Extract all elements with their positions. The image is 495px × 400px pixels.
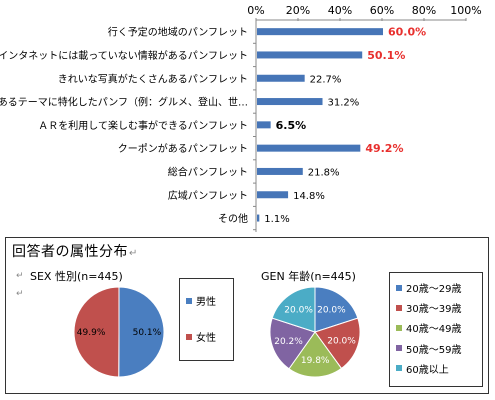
legend-item: 男性	[186, 293, 216, 308]
category-label: 行く予定の地域のパンフレット	[108, 26, 248, 39]
legend-swatch	[186, 333, 192, 340]
category-label: あるテーマに特化したパンフ（例：グルメ、登山、世…	[0, 96, 248, 109]
legend-label: 50歳～59歳	[406, 344, 462, 356]
return-mark: ↵	[129, 248, 138, 259]
category-label: 広域パンフレット	[168, 189, 248, 202]
pie-slice	[271, 286, 316, 333]
side-mark-2: ↵	[16, 289, 24, 299]
bar	[257, 214, 260, 222]
x-tick-label: 80%	[412, 4, 436, 17]
bar	[257, 51, 363, 59]
category-label: ＡＲを利用して楽しむ事ができるパンフレット	[38, 119, 248, 132]
legend-item: 30歳～39歳	[396, 300, 461, 315]
legend-item: 50歳～59歳	[396, 341, 461, 356]
data-label: 14.8%	[293, 191, 325, 202]
x-tick-label: 0%	[247, 4, 264, 17]
x-tick-label: 100%	[450, 4, 481, 17]
x-tick-label: 40%	[328, 4, 352, 17]
bar	[257, 144, 361, 152]
gen-pie-title: GEN 年齢(n=445)	[261, 270, 356, 283]
pie-data-label: 20.2%	[274, 337, 303, 347]
legend-swatch	[186, 297, 192, 304]
legend-label: 60歳以上	[406, 364, 449, 376]
bar	[257, 191, 289, 199]
bar	[257, 167, 303, 175]
pie-slice	[288, 331, 343, 378]
pie-data-label: 20.0%	[327, 337, 356, 347]
bar	[257, 74, 305, 82]
legend-swatch	[396, 324, 402, 331]
pie-slice	[314, 317, 361, 370]
pie-data-label: 50.1%	[133, 328, 162, 338]
category-label: その他	[218, 212, 248, 225]
category-label: インタネットには載っていない情報があるパンフレット	[0, 49, 248, 62]
legend-label: 30歳～39歳	[406, 304, 462, 316]
data-label: 21.8%	[308, 167, 340, 178]
legend-item: 20歳～29歳	[396, 280, 461, 295]
data-label: 49.2%	[365, 142, 403, 155]
panel-title: 回答者の属性分布↵	[12, 241, 138, 261]
bar-chart: 0% 20% 40% 60% 80% 100% 行く予定の地域のパンフレット 60.0% インタ…	[0, 4, 482, 232]
data-label: 31.2%	[328, 98, 360, 109]
pie-slice	[118, 286, 165, 378]
legend-swatch	[396, 345, 402, 352]
x-tick-label: 60%	[370, 4, 394, 17]
data-label: 22.7%	[310, 74, 342, 85]
data-label: 60.0%	[388, 26, 426, 39]
sex-legend: 男性 女性	[179, 278, 234, 361]
category-label: きれいな写真がたくさんあるパンフレット	[58, 72, 248, 85]
x-tick-label: 20%	[286, 4, 310, 17]
category-label: 総合パンフレット	[168, 165, 248, 178]
legend-label: 40歳～49歳	[406, 324, 462, 336]
panel-title-text: 回答者の属性分布	[12, 244, 128, 260]
pie-slice	[269, 317, 316, 370]
bar	[257, 121, 271, 129]
legend-item: 60歳以上	[396, 361, 449, 376]
pie-slice	[73, 286, 120, 378]
pie-data-label: 20.0%	[317, 305, 346, 315]
data-label: 6.5%	[276, 119, 307, 132]
bar	[257, 28, 383, 36]
legend-item: 40歳～49歳	[396, 320, 461, 335]
pie-data-label: 20.0%	[284, 305, 313, 315]
legend-item: 女性	[186, 329, 216, 344]
pie-slice	[314, 286, 359, 333]
side-mark-1: ↵	[16, 271, 24, 281]
legend-label: 男性	[196, 297, 216, 308]
sex-pie-chart: 50.1% 49.9%	[73, 286, 165, 378]
bar	[257, 98, 323, 106]
legend-swatch	[396, 365, 402, 372]
pie-data-label: 19.8%	[301, 356, 330, 366]
legend-label: 20歳～29歳	[406, 284, 462, 295]
gen-legend: 20歳～29歳 30歳～39歳 40歳～49歳 50歳～59歳 60歳以上	[389, 272, 483, 387]
attribute-panel: 回答者の属性分布↵ ↵ ↵ SEX 性別(n=445) GEN 年齢(n=445…	[5, 237, 489, 394]
legend-swatch	[396, 284, 402, 291]
data-label: 1.1%	[264, 214, 289, 225]
legend-swatch	[396, 304, 402, 311]
legend-label: 女性	[196, 333, 216, 344]
data-label: 50.1%	[367, 49, 405, 62]
category-label: クーポンがあるパンフレット	[118, 142, 248, 155]
pie-data-label: 49.9%	[77, 328, 106, 338]
gen-pie-chart: 20.0% 20.0% 19.8% 20.2% 20.0%	[269, 286, 361, 378]
sex-pie-title: SEX 性別(n=445)	[30, 270, 123, 283]
